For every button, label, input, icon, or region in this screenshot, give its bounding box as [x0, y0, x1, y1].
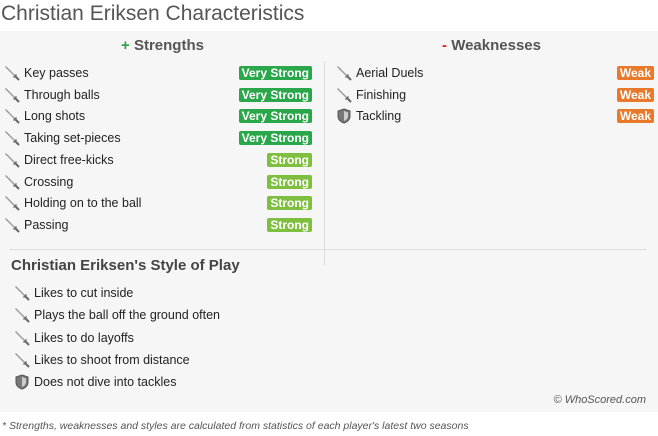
list-item: Direct free-kicks Strong	[4, 150, 312, 170]
sword-icon	[336, 87, 352, 103]
column-divider	[324, 61, 325, 266]
item-label: Likes to cut inside	[34, 286, 134, 300]
list-item: Holding on to the ball Strong	[4, 193, 312, 213]
item-label: Aerial Duels	[356, 66, 424, 80]
sword-icon	[4, 87, 20, 103]
list-item: Aerial Duels Weak	[336, 63, 654, 83]
list-item: Tackling Weak	[336, 106, 654, 126]
list-item: Key passes Very Strong	[4, 63, 312, 83]
sword-icon	[4, 108, 20, 125]
item-label: Passing	[24, 217, 69, 232]
item-label: Key passes	[24, 66, 89, 80]
list-item: Long shots Very Strong	[4, 106, 312, 126]
page-title: Christian Eriksen Characteristics	[1, 2, 305, 25]
level-badge: Strong	[267, 152, 312, 167]
list-item: Passing Strong	[4, 215, 312, 235]
item-label: Holding on to the ball	[24, 196, 142, 211]
footnote: * Strengths, weaknesses and styles are c…	[2, 420, 469, 432]
sword-icon	[4, 65, 20, 81]
list-item: Finishing Weak	[336, 85, 654, 105]
weaknesses-heading: - Weaknesses	[442, 37, 541, 54]
item-label: Tackling	[356, 109, 402, 124]
strengths-heading: + Strengths	[121, 37, 204, 54]
level-badge: Very Strong	[238, 109, 312, 124]
style-heading: Christian Eriksen's Style of Play	[11, 257, 240, 274]
level-badge: Weak	[616, 87, 654, 102]
shield-icon	[336, 108, 352, 124]
item-label: Long shots	[24, 109, 86, 124]
item-label: Finishing	[356, 87, 407, 102]
shield-icon	[14, 374, 30, 390]
level-badge: Weak	[616, 66, 654, 80]
characteristics-panel: + Strengths - Weaknesses Key passes Very …	[0, 31, 658, 412]
item-label: Does not dive into tackles	[34, 375, 177, 390]
item-label: Taking set-pieces	[24, 131, 121, 146]
sword-icon	[4, 174, 20, 190]
item-label: Through balls	[24, 87, 100, 102]
level-badge: Weak	[616, 109, 654, 124]
item-label: Direct free-kicks	[24, 152, 114, 167]
item-label: Plays the ball off the ground often	[34, 308, 221, 323]
sword-icon	[4, 152, 20, 168]
section-divider	[10, 249, 646, 250]
sword-icon	[14, 352, 30, 368]
level-badge: Very Strong	[238, 87, 312, 102]
sword-icon	[14, 307, 30, 324]
level-badge: Strong	[267, 196, 312, 211]
list-item: Likes to cut inside	[14, 283, 414, 303]
level-badge: Very Strong	[238, 66, 312, 80]
list-item: Likes to do layoffs	[14, 328, 414, 348]
list-item: Does not dive into tackles	[14, 372, 414, 392]
level-badge: Strong	[267, 217, 312, 232]
list-item: Likes to shoot from distance	[14, 350, 414, 370]
list-item: Taking set-pieces Very Strong	[4, 128, 312, 148]
item-label: Crossing	[24, 174, 74, 189]
list-item: Through balls Very Strong	[4, 85, 312, 105]
sword-icon	[4, 217, 20, 233]
sword-icon	[4, 130, 20, 146]
list-item: Crossing Strong	[4, 172, 312, 192]
item-label: Likes to shoot from distance	[34, 352, 190, 367]
credit: © WhoScored.com	[553, 394, 646, 406]
sword-icon	[4, 195, 20, 211]
level-badge: Very Strong	[238, 131, 312, 146]
sword-icon	[14, 330, 30, 346]
sword-icon	[14, 285, 30, 301]
item-label: Likes to do layoffs	[34, 330, 134, 345]
sword-icon	[336, 65, 352, 81]
level-badge: Strong	[267, 174, 312, 189]
list-item: Plays the ball off the ground often	[14, 305, 414, 325]
